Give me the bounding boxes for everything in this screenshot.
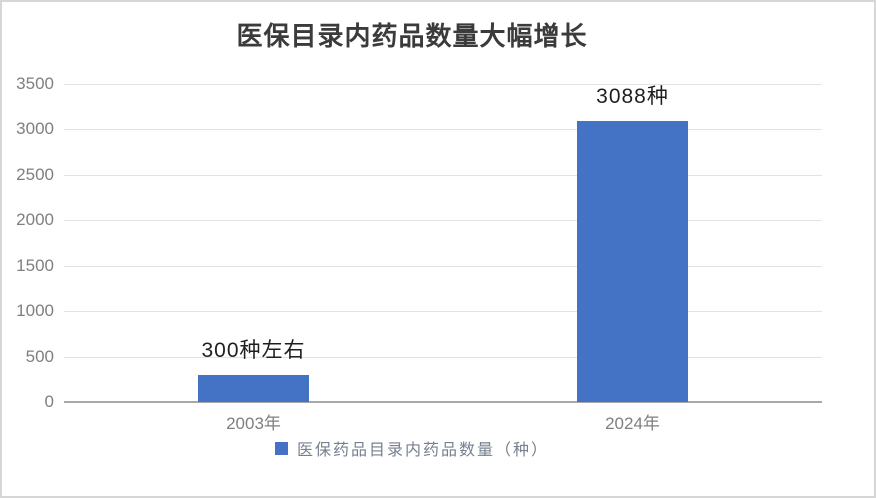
- data-label-2024年: 3088种: [596, 85, 669, 109]
- bar-2003年: [198, 374, 309, 402]
- x-axis-labels: 2003年 2024年: [64, 409, 822, 434]
- data-label-2003年: 300种左右: [201, 338, 306, 362]
- gridline-3500: [64, 84, 822, 85]
- y-axis-tick-3000: 3000: [16, 119, 54, 139]
- gridline-1000: [64, 311, 822, 313]
- gridline-3000: [64, 129, 822, 131]
- y-axis-tick-3500: 3500: [16, 74, 54, 93]
- x-axis-label-2024: 2024年: [605, 414, 660, 433]
- gridline-0: [64, 401, 822, 403]
- gridline-1500: [64, 265, 822, 267]
- legend: 医保药品目录内药品数量（种）: [2, 436, 822, 460]
- gridline-500: [64, 356, 822, 358]
- y-axis-tick-1000: 1000: [16, 301, 54, 321]
- x-axis-label-2003: 2003年: [226, 414, 281, 433]
- y-axis-labels: 0 500 1000 1500 2000 2500 3000 3500: [2, 75, 54, 411]
- y-axis-tick-2000: 2000: [16, 210, 54, 230]
- legend-label: 医保药品目录内药品数量（种）: [296, 442, 549, 459]
- legend-swatch-icon: [274, 441, 288, 455]
- y-axis-tick-2500: 2500: [16, 164, 54, 184]
- bars-layer: 300种左右 3088种: [64, 84, 822, 402]
- gridline-2500: [64, 174, 822, 176]
- y-axis-tick-0: 0: [44, 392, 54, 411]
- plot-area: 300种左右 3088种: [64, 84, 822, 403]
- bar-2024年: [577, 121, 688, 402]
- gridline-2000: [64, 220, 822, 222]
- y-axis-tick-500: 500: [25, 346, 54, 366]
- y-axis-tick-1500: 1500: [16, 255, 54, 275]
- chart-title: 医保目录内药品数量大幅增长: [236, 21, 588, 51]
